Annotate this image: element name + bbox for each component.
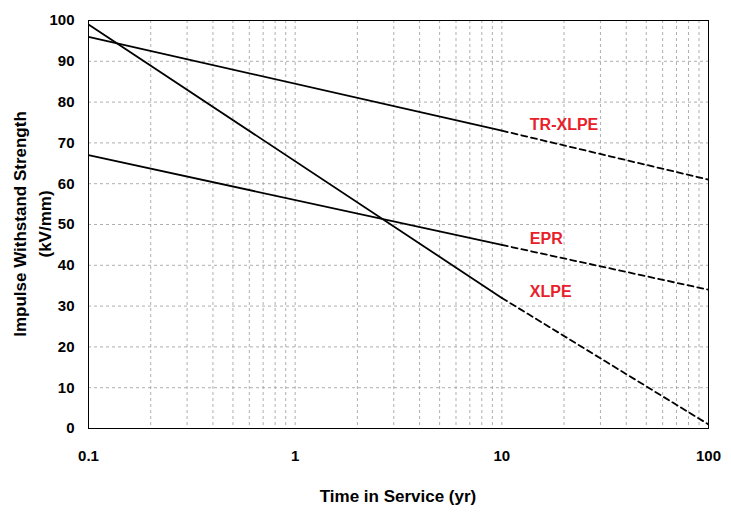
svg-text:0.1: 0.1 bbox=[78, 447, 99, 464]
svg-text:40: 40 bbox=[58, 256, 75, 273]
svg-text:(kV/mm): (kV/mm) bbox=[36, 190, 55, 257]
svg-text:0: 0 bbox=[66, 419, 74, 436]
svg-text:TR-XLPE: TR-XLPE bbox=[530, 116, 599, 133]
svg-text:EPR: EPR bbox=[530, 230, 563, 247]
svg-text:20: 20 bbox=[58, 338, 75, 355]
svg-text:100: 100 bbox=[696, 447, 721, 464]
svg-text:70: 70 bbox=[58, 134, 75, 151]
svg-text:1: 1 bbox=[291, 447, 299, 464]
svg-text:10: 10 bbox=[493, 447, 510, 464]
svg-text:60: 60 bbox=[58, 175, 75, 192]
svg-text:90: 90 bbox=[58, 52, 75, 69]
svg-text:80: 80 bbox=[58, 93, 75, 110]
svg-text:Impulse Withstand Strength: Impulse Withstand Strength bbox=[11, 111, 30, 337]
svg-text:XLPE: XLPE bbox=[530, 283, 572, 300]
svg-text:50: 50 bbox=[58, 215, 75, 232]
svg-text:100: 100 bbox=[49, 11, 74, 28]
svg-text:30: 30 bbox=[58, 297, 75, 314]
svg-text:10: 10 bbox=[58, 379, 75, 396]
svg-text:Time in Service (yr): Time in Service (yr) bbox=[320, 487, 477, 506]
